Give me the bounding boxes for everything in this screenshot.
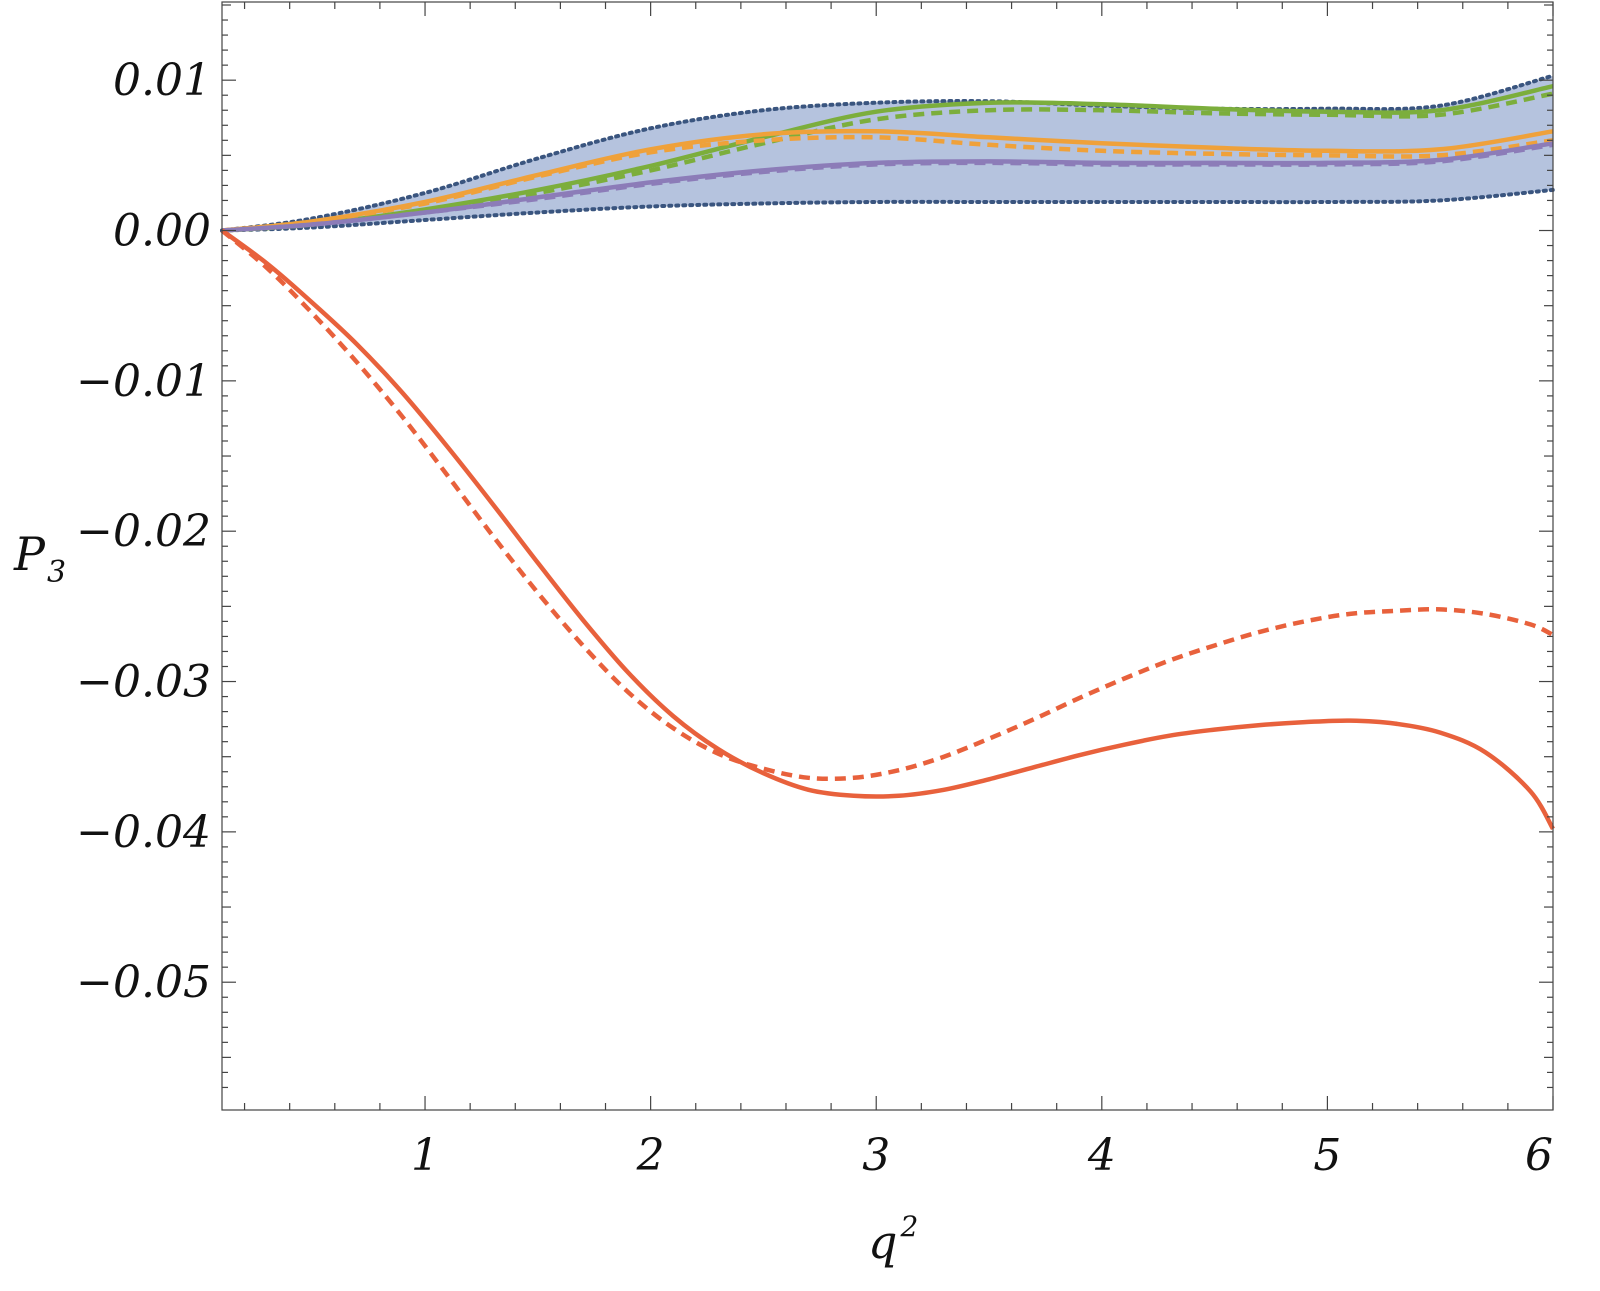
y-tick-label: −0.02 bbox=[76, 506, 211, 557]
y-tick-label: 0.01 bbox=[113, 55, 211, 106]
series-line-8 bbox=[220, 228, 1554, 782]
y-tick-label: −0.04 bbox=[76, 807, 211, 858]
y-tick-label: −0.03 bbox=[76, 657, 211, 708]
y-tick-label: 0.00 bbox=[113, 206, 211, 257]
band-lower-edge bbox=[220, 187, 1555, 233]
y-tick-label: −0.05 bbox=[76, 957, 211, 1008]
series-line-6 bbox=[221, 142, 1554, 233]
tick-label-layer: 1 2 3 4 5 6 0.01 0.00 −0.01 −0.02 −0.03 −0.04 −0.05 bbox=[76, 55, 1553, 1181]
y-axis-title: P3 bbox=[13, 527, 66, 590]
x-tick-label: 5 bbox=[1313, 1130, 1341, 1181]
x-tick-label: 4 bbox=[1087, 1130, 1116, 1181]
band-upper-edge bbox=[220, 73, 1555, 233]
plot-frame bbox=[221, 1, 1554, 1111]
series-layer bbox=[220, 83, 1555, 831]
series-line-4 bbox=[221, 134, 1554, 233]
x-tick-label: 2 bbox=[636, 1130, 665, 1181]
x-tick-label: 6 bbox=[1525, 1130, 1553, 1181]
y-tick-label: −0.01 bbox=[76, 356, 211, 407]
x-tick-label: 1 bbox=[411, 1130, 439, 1181]
series-line-7 bbox=[220, 228, 1555, 831]
x-axis-title-superscript: 2 bbox=[899, 1210, 918, 1243]
x-tick-label: 3 bbox=[862, 1130, 890, 1181]
y-axis-title-subscript: 3 bbox=[47, 555, 66, 590]
tick-layer bbox=[222, 2, 1554, 1110]
